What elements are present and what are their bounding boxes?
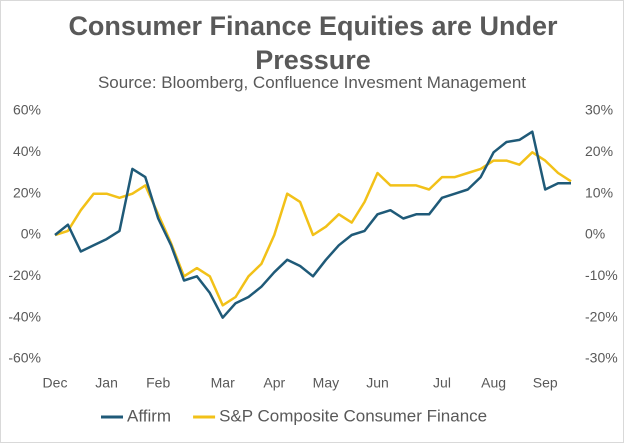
y-tick-label: -20%: [8, 267, 41, 283]
y2-tick-label: -20%: [585, 308, 618, 324]
x-tick-label: Jul: [433, 375, 451, 391]
x-tick-label: Apr: [263, 375, 285, 391]
y2-tick-label: -10%: [585, 267, 618, 283]
y-tick-label: 0%: [21, 226, 41, 242]
x-tick-label: Dec: [43, 375, 68, 391]
y2-tick-label: 10%: [585, 184, 613, 200]
x-tick-label: May: [313, 375, 339, 391]
y2-tick-label: 0%: [585, 226, 605, 242]
y-tick-label: 60%: [13, 102, 41, 118]
x-tick-label: Mar: [211, 375, 235, 391]
series-line: [54, 151, 572, 307]
y2-tick-label: 30%: [585, 102, 613, 118]
y2-tick-label: -30%: [585, 350, 618, 366]
chart-title: Consumer Finance Equities are Under Pres…: [68, 11, 558, 75]
legend-label: S&P Composite Consumer Finance: [219, 406, 487, 425]
y-tick-label: -40%: [8, 308, 41, 324]
y-tick-label: 20%: [13, 184, 41, 200]
x-tick-label: Aug: [481, 375, 506, 391]
y-tick-label: 40%: [13, 143, 41, 159]
x-tick-label: Jan: [95, 375, 118, 391]
y2-tick-label: 20%: [585, 143, 613, 159]
x-tick-label: Feb: [146, 375, 170, 391]
legend-label: Affirm: [127, 406, 171, 425]
series-line: [54, 130, 571, 319]
chart-subtitle: Source: Bloomberg, Confluence Invesment …: [97, 73, 527, 92]
y-tick-label: -60%: [8, 350, 41, 366]
x-tick-label: Jun: [366, 375, 389, 391]
x-tick-label: Sep: [533, 375, 558, 391]
